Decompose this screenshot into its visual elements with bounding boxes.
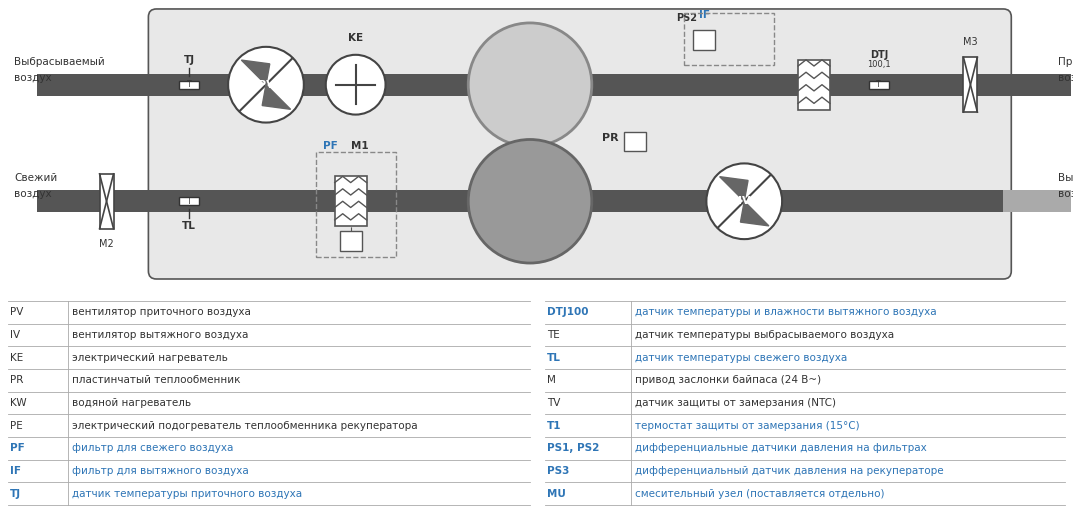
Text: KE: KE: [348, 33, 364, 43]
Text: воздух: воздух: [1058, 73, 1073, 83]
Bar: [36, 74, 157, 95]
Text: PF: PF: [323, 141, 338, 152]
Text: воздух: воздух: [14, 73, 52, 83]
Text: M3: M3: [964, 37, 978, 47]
Text: TL: TL: [182, 221, 196, 231]
Text: датчик защиты от замерзания (NTC): датчик защиты от замерзания (NTC): [635, 398, 836, 408]
Text: привод заслонки байпаса (24 В~): привод заслонки байпаса (24 В~): [635, 375, 821, 385]
Text: IF: IF: [699, 10, 710, 20]
Text: датчик температуры выбрасываемого воздуха: датчик температуры выбрасываемого воздух…: [635, 330, 894, 340]
Text: дифференциальный датчик давления на рекуператоре: дифференциальный датчик давления на реку…: [635, 466, 943, 476]
Text: DTJ: DTJ: [869, 50, 887, 60]
Text: PS2: PS2: [696, 36, 712, 44]
Text: электрический подогреватель теплообменника рекуператора: электрический подогреватель теплообменни…: [72, 421, 417, 431]
Bar: [685, 13, 774, 65]
Text: T: T: [877, 80, 881, 89]
Bar: [869, 80, 888, 89]
Text: PV: PV: [258, 79, 275, 90]
Text: KE: KE: [10, 352, 24, 363]
Circle shape: [468, 139, 592, 263]
Text: воздух: воздух: [14, 189, 52, 199]
Bar: [623, 132, 646, 152]
Text: TE: TE: [547, 330, 560, 340]
FancyBboxPatch shape: [148, 9, 1011, 279]
Bar: [179, 80, 200, 89]
Polygon shape: [740, 201, 769, 226]
Bar: [1003, 74, 1071, 95]
Text: Приточный: Приточный: [1058, 57, 1073, 67]
Text: DTJ100: DTJ100: [547, 307, 588, 317]
Bar: [798, 60, 829, 109]
Text: TJ: TJ: [183, 55, 195, 65]
Text: 100,1: 100,1: [867, 60, 891, 69]
Text: вентилятор вытяжного воздуха: вентилятор вытяжного воздуха: [72, 330, 248, 340]
Text: KW: KW: [10, 398, 27, 408]
Text: смесительный узел (поставляется отдельно): смесительный узел (поставляется отдельно…: [635, 489, 884, 499]
Text: M1: M1: [351, 141, 368, 152]
Text: M: M: [547, 375, 556, 385]
Text: PE: PE: [10, 421, 23, 431]
Polygon shape: [241, 60, 269, 85]
Text: T: T: [187, 80, 192, 89]
Text: PR: PR: [602, 133, 618, 143]
Text: M2: M2: [99, 239, 114, 249]
Circle shape: [706, 164, 782, 239]
Text: T1: T1: [547, 421, 561, 431]
Text: датчик температуры и влажности вытяжного воздуха: датчик температуры и влажности вытяжного…: [635, 307, 937, 317]
Bar: [179, 197, 200, 205]
Text: Вытяжной: Вытяжной: [1058, 173, 1073, 183]
Circle shape: [326, 55, 385, 115]
Text: IF: IF: [10, 466, 21, 476]
Text: PS1, PS2: PS1, PS2: [547, 443, 600, 454]
Text: PV: PV: [10, 307, 24, 317]
Bar: [36, 190, 157, 212]
Text: фильтр для вытяжного воздуха: фильтр для вытяжного воздуха: [72, 466, 249, 476]
Bar: [335, 176, 367, 226]
Polygon shape: [262, 85, 291, 109]
Text: T: T: [187, 197, 192, 206]
Text: воздух: воздух: [1058, 189, 1073, 199]
Text: дифференциальные датчики давления на фильтрах: дифференциальные датчики давления на фил…: [635, 443, 927, 454]
Polygon shape: [720, 176, 748, 201]
Text: PR: PR: [10, 375, 24, 385]
Bar: [693, 30, 716, 50]
Bar: [340, 231, 362, 251]
Text: TV: TV: [547, 398, 560, 408]
Text: PS2: PS2: [676, 13, 697, 23]
Text: PS3: PS3: [627, 137, 643, 146]
Text: вентилятор приточного воздуха: вентилятор приточного воздуха: [72, 307, 251, 317]
Text: TL: TL: [547, 352, 561, 363]
Text: IV: IV: [738, 196, 751, 206]
Text: PS1: PS1: [343, 237, 358, 246]
Text: водяной нагреватель: водяной нагреватель: [72, 398, 191, 408]
Text: PF: PF: [10, 443, 25, 454]
Text: MU: MU: [547, 489, 565, 499]
Circle shape: [468, 23, 592, 147]
Bar: [157, 74, 1003, 95]
Text: PS3: PS3: [547, 466, 570, 476]
Text: датчик температуры приточного воздуха: датчик температуры приточного воздуха: [72, 489, 303, 499]
Bar: [1003, 190, 1071, 212]
Bar: [964, 57, 978, 112]
Text: Выбрасываемый: Выбрасываемый: [14, 57, 105, 67]
Text: IV: IV: [10, 330, 20, 340]
Bar: [100, 174, 114, 229]
Circle shape: [229, 47, 304, 123]
Text: датчик температуры свежего воздуха: датчик температуры свежего воздуха: [635, 352, 848, 363]
Text: фильтр для свежего воздуха: фильтр для свежего воздуха: [72, 443, 233, 454]
Text: Свежий: Свежий: [14, 173, 57, 183]
Text: TJ: TJ: [10, 489, 21, 499]
Bar: [315, 152, 396, 257]
Text: электрический нагреватель: электрический нагреватель: [72, 352, 227, 363]
Bar: [157, 190, 1003, 212]
Text: термостат защиты от замерзания (15°C): термостат защиты от замерзания (15°C): [635, 421, 859, 431]
Text: пластинчатый теплообменник: пластинчатый теплообменник: [72, 375, 240, 385]
